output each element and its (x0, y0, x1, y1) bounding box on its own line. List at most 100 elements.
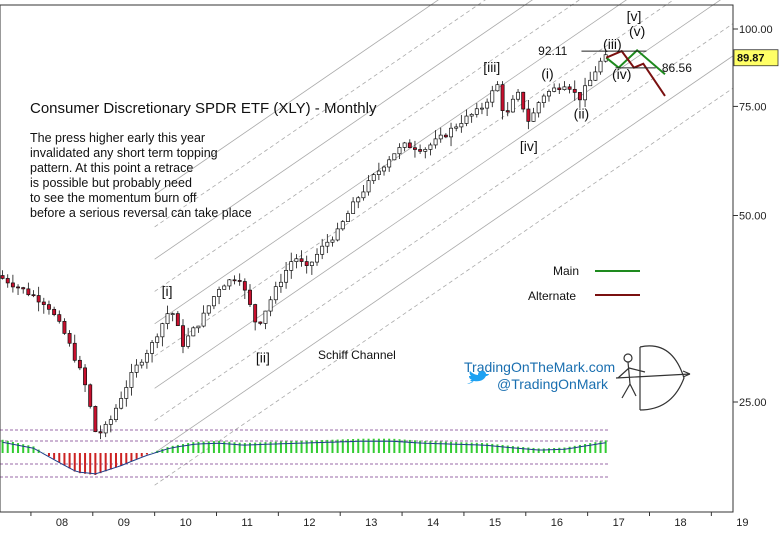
candle-body (495, 84, 500, 92)
candle-body (402, 142, 407, 148)
candle-body (541, 95, 546, 103)
candle-body (356, 197, 361, 203)
candle-body (57, 314, 62, 322)
candle-body (552, 87, 557, 92)
candle-body (464, 115, 469, 124)
candle-body (129, 372, 134, 388)
candle-body (108, 419, 113, 425)
candle-body (413, 147, 417, 150)
candle-body (263, 310, 268, 324)
candle-body (510, 98, 515, 113)
candle-body (26, 288, 31, 296)
candle-body (248, 289, 252, 305)
wave-label: [ii] (256, 349, 270, 365)
candle-body (289, 261, 294, 271)
candle-body (299, 258, 304, 262)
candle-body (572, 88, 577, 93)
candle-body (500, 84, 505, 111)
candle-body (196, 325, 201, 329)
note-line-3: pattern. At this point a retrace (30, 161, 193, 175)
wave-labels: [i] [ii] [iii] [iv] (i) (ii) (iii) (iv) (v)[v] (162, 8, 646, 366)
candle-body (273, 286, 278, 301)
candle-body (428, 144, 433, 150)
channel-line (154, 23, 734, 421)
candle-body (160, 323, 165, 338)
candle-body (536, 102, 541, 114)
wave-label: (v) (629, 23, 645, 39)
candle-body (119, 398, 124, 409)
candle-body (557, 87, 562, 90)
x-tick-label: 12 (303, 517, 315, 529)
candle-body (459, 123, 464, 128)
candle-body (36, 295, 41, 303)
candle-body (407, 142, 412, 149)
candle-body (47, 304, 51, 310)
candle-body (335, 228, 340, 241)
candle-body (21, 287, 26, 290)
candle-body (340, 221, 345, 230)
candle-body (361, 191, 366, 199)
candle-body (5, 278, 10, 284)
candle-body (93, 406, 98, 433)
candle-body (531, 112, 536, 122)
candle-body (134, 364, 139, 373)
x-tick-label: 19 (736, 517, 748, 529)
channel-label: Schiff Channel (318, 348, 396, 362)
x-tick-label: 09 (118, 517, 130, 529)
channel-line (154, 55, 734, 454)
candle-body (485, 101, 490, 109)
wave-label: [iii] (483, 59, 500, 75)
candle-body (258, 321, 263, 324)
x-tick-label: 14 (427, 517, 439, 529)
candle-body (598, 60, 603, 73)
candle-body (0, 275, 5, 279)
note-line-5: to see the momentum burn off (30, 191, 197, 205)
candle-body (278, 281, 283, 287)
candle-body (62, 320, 67, 334)
candle-body (330, 239, 335, 243)
candle-body (418, 149, 423, 152)
candle-body (181, 325, 185, 347)
candle-body (268, 299, 273, 312)
candle-body (366, 180, 371, 193)
candle-body (309, 261, 314, 266)
channel-line (154, 87, 734, 486)
candle-body (175, 313, 180, 327)
candle-body (10, 282, 15, 288)
y-tick-label: 100.00 (739, 24, 773, 36)
note-line-2: invalidated any short term topping (30, 146, 218, 160)
candle-body (52, 308, 57, 315)
schiff-channel-lines (154, 0, 734, 486)
channel-line (154, 0, 580, 292)
candle-body (253, 304, 258, 323)
x-tick-label: 15 (489, 517, 501, 529)
candle-body (443, 134, 448, 138)
candle-body (490, 90, 495, 103)
candle-body (382, 166, 386, 172)
candle-body (449, 127, 453, 138)
x-tick-label: 10 (180, 517, 192, 529)
channel-line (154, 0, 533, 260)
candle-body (583, 85, 588, 101)
candle-body (217, 289, 222, 297)
y-tick-label: 50.00 (739, 211, 767, 223)
x-tick-label: 08 (56, 517, 68, 529)
note-line-1: The press higher early this year (30, 131, 205, 145)
candle-body (170, 313, 175, 315)
candle-body (139, 361, 144, 366)
price-levels: 92.11 86.56 (538, 44, 692, 75)
level-label: 86.56 (662, 61, 692, 75)
candle-body (242, 281, 247, 291)
candle-body (98, 431, 103, 434)
candle-body (88, 384, 93, 407)
candle-body (547, 91, 551, 97)
wave-label: [v] (627, 8, 642, 24)
candle-body (474, 108, 479, 115)
candle-body (469, 113, 474, 117)
candle-body (454, 126, 459, 129)
twitter-icon (467, 371, 489, 384)
candle-body (392, 153, 397, 161)
candle-body (284, 270, 289, 283)
level-label: 92.11 (538, 44, 567, 58)
